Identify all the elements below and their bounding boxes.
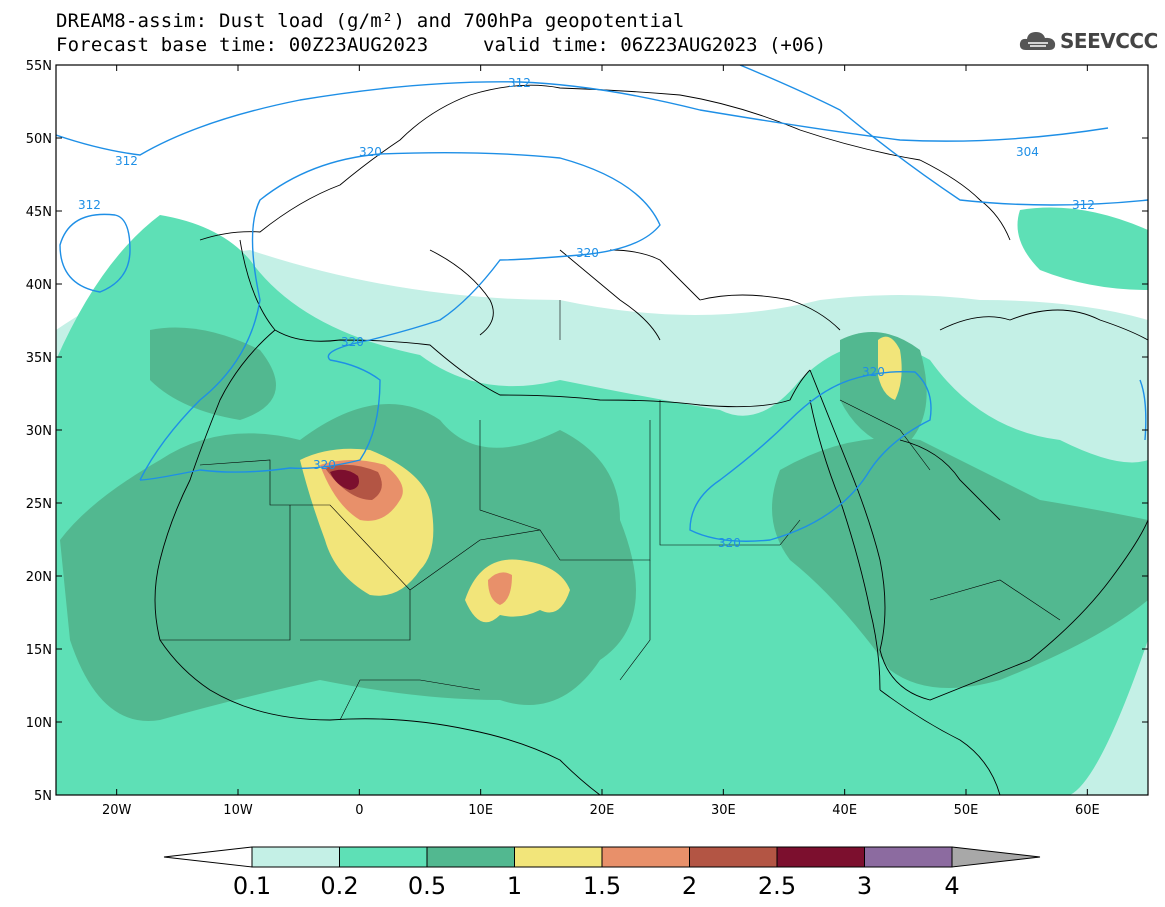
lat-label: 10N <box>26 716 52 731</box>
lat-label: 50N <box>26 132 52 147</box>
contour-label-320: 320 <box>341 335 364 349</box>
dust-level-0.5-arabia-area <box>772 438 1148 688</box>
map-title: DREAM8-assim: Dust load (g/m²) and 700hP… <box>56 10 685 32</box>
dust-level-0.2-east-area <box>1017 207 1148 290</box>
lon-label: 10W <box>223 803 253 818</box>
colorbar-label: 0.5 <box>407 872 447 900</box>
lat-label: 5N <box>34 789 52 804</box>
contour-label-312: 312 <box>508 76 531 90</box>
colorbar-label: 1.5 <box>582 872 622 900</box>
colorbar-label: 3 <box>856 872 873 900</box>
contour-label-312: 312 <box>78 198 101 212</box>
lon-label: 20W <box>102 803 132 818</box>
valid-time: valid time: 06Z23AUG2023 (+06) <box>483 34 827 56</box>
lat-label: 15N <box>26 643 52 658</box>
lat-label: 40N <box>26 278 52 293</box>
contour-label-312: 312 <box>1072 198 1095 212</box>
lon-label: 0 <box>355 803 363 818</box>
lon-label: 20E <box>590 803 615 818</box>
logo-text: SEEVCCC <box>1060 29 1158 53</box>
contour-label-320: 320 <box>862 365 885 379</box>
colorbar-label: 4 <box>944 872 960 900</box>
lat-label: 45N <box>26 205 52 220</box>
seevccc-logo: SEEVCCC <box>1018 28 1158 54</box>
contour-label-304: 304 <box>1016 145 1039 159</box>
contour-labels: 312 312 312 312 304 320 320 320 320 320 … <box>78 76 1095 550</box>
dust-level-1-central-area <box>465 559 570 623</box>
lat-label: 35N <box>26 351 52 366</box>
contour-label-312: 312 <box>115 154 138 168</box>
lon-label: 60E <box>1075 803 1100 818</box>
contour-label-320: 320 <box>718 536 741 550</box>
colorbar-label: 0.2 <box>320 872 359 900</box>
dust-level-0.5-morocco-area <box>150 327 276 420</box>
contour-label-320: 320 <box>313 458 336 472</box>
colorbar-label: 2 <box>681 872 698 900</box>
longitude-axis: 20W 10W 0 10E 20E 30E 40E 50E 60E <box>102 65 1100 818</box>
contour-label-320: 320 <box>576 246 599 260</box>
latitude-axis: 55N 50N 45N 40N 35N 30N 25N 20N 15N 10N 5N <box>26 59 1148 804</box>
lon-label: 10E <box>468 803 493 818</box>
forecast-base-time: Forecast base time: 00Z23AUG2023 <box>56 34 429 56</box>
lat-label: 55N <box>26 59 52 74</box>
dust-level-1.5-central-area <box>488 572 512 605</box>
lat-label: 25N <box>26 497 52 512</box>
lon-label: 50E <box>954 803 979 818</box>
lon-label: 40E <box>832 803 857 818</box>
colorbar-label: 0.1 <box>232 872 272 900</box>
lon-label: 30E <box>711 803 736 818</box>
lat-label: 30N <box>26 424 52 439</box>
colorbar-label: 1 <box>506 872 523 900</box>
country-borders <box>160 300 1061 721</box>
lat-label: 20N <box>26 570 52 585</box>
geopotential-contours <box>56 65 1148 542</box>
contour-label-320: 320 <box>359 145 382 159</box>
dust-level-1-iraq-area <box>878 336 902 400</box>
dust-level-0.5-mesopotamia-area <box>840 332 927 450</box>
cloud-logo-icon <box>1019 32 1056 50</box>
colorbar-label: 2.5 <box>757 872 797 900</box>
dust-shading <box>56 207 1148 795</box>
dust-level-2.5-area <box>330 469 359 490</box>
